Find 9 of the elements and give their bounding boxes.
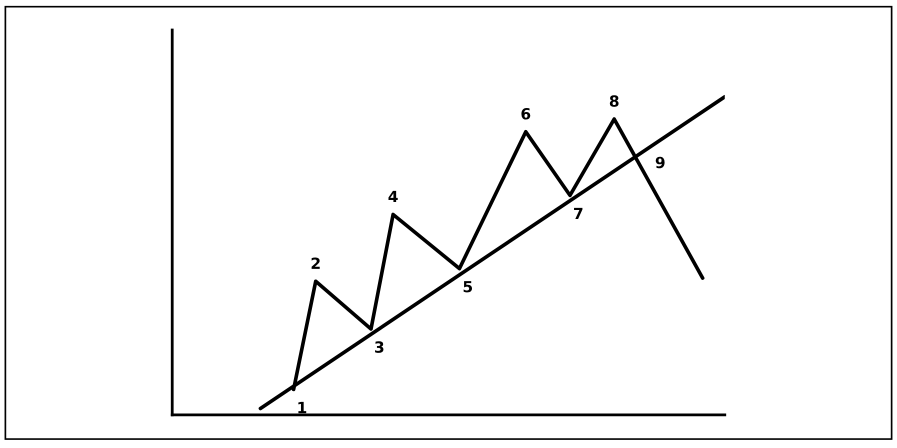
annotation: 9 [656,156,665,168]
annotation: 5 [464,281,472,292]
annotation: 2 [312,257,320,269]
annotation: 1 [298,402,306,414]
annotation: 8 [610,95,619,107]
annotation: 6 [521,108,530,120]
annotation: 3 [375,341,384,353]
annotation: 4 [388,190,398,202]
annotation: 7 [574,208,582,220]
